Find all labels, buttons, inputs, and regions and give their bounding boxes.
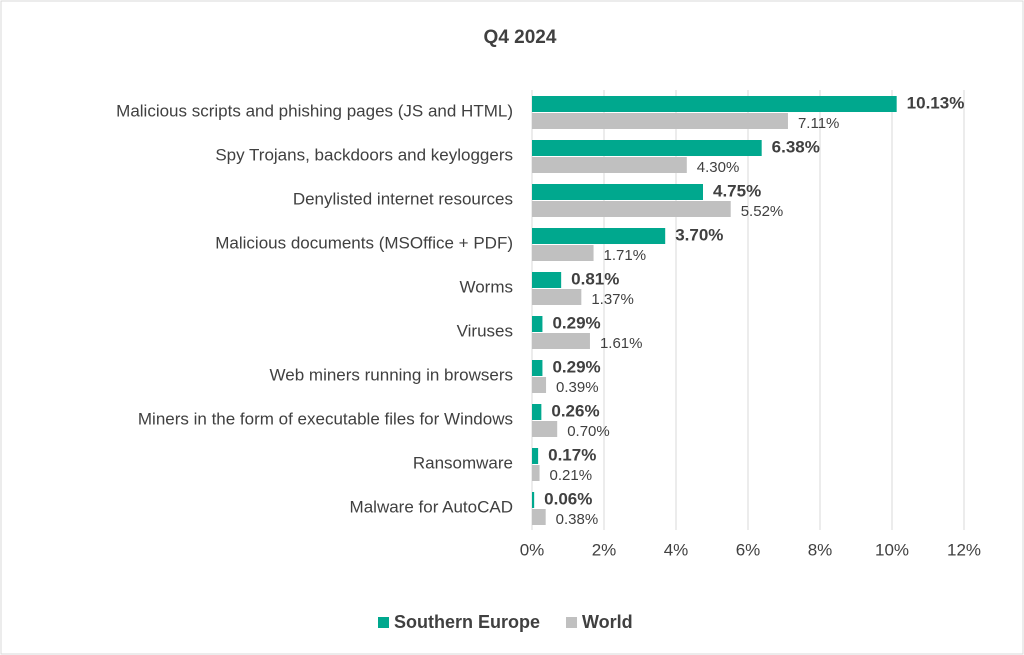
x-tick-label: 8%: [808, 540, 833, 559]
value-label: 1.61%: [600, 335, 643, 352]
y-tick-label: Spy Trojans, backdoors and keyloggers: [215, 145, 513, 164]
value-label: 6.38%: [772, 137, 820, 156]
bar: [532, 96, 897, 112]
value-label: 4.75%: [713, 181, 761, 200]
bar: [532, 421, 558, 437]
y-tick-label: Malware for AutoCAD: [350, 497, 513, 516]
x-tick-label: 6%: [736, 540, 761, 559]
bar: [532, 360, 543, 376]
bar: [532, 333, 590, 349]
bar: [532, 316, 543, 332]
legend-label: Southern Europe: [394, 612, 540, 632]
y-tick-label: Malicious scripts and phishing pages (JS…: [116, 101, 513, 120]
bar: [532, 448, 539, 464]
value-label: 0.81%: [571, 269, 619, 288]
chart-title: Q4 2024: [484, 27, 557, 48]
legend-swatch: [378, 617, 389, 628]
value-label: 0.06%: [544, 489, 592, 508]
value-label: 7.11%: [798, 115, 839, 132]
x-tick-label: 4%: [664, 540, 689, 559]
bar: [532, 272, 562, 288]
y-tick-label: Miners in the form of executable files f…: [138, 409, 513, 428]
value-label: 3.70%: [675, 225, 723, 244]
bar: [532, 509, 546, 525]
x-tick-label: 12%: [947, 540, 981, 559]
x-tick-label: 2%: [592, 540, 617, 559]
value-label: 0.26%: [551, 401, 599, 420]
value-label: 0.70%: [567, 423, 610, 440]
y-tick-label: Malicious documents (MSOffice + PDF): [215, 233, 513, 252]
bar: [532, 404, 542, 420]
value-label: 0.39%: [556, 379, 599, 396]
bar: [532, 157, 687, 173]
y-tick-label: Worms: [459, 277, 513, 296]
value-label: 5.52%: [741, 203, 784, 220]
x-tick-label: 0%: [520, 540, 545, 559]
bar: [532, 228, 666, 244]
legend-label: World: [582, 612, 633, 632]
value-label: 0.29%: [552, 357, 600, 376]
legend-swatch: [566, 617, 578, 628]
bar: [532, 377, 547, 393]
y-tick-label: Viruses: [457, 321, 513, 340]
bar: [532, 465, 540, 481]
value-label: 1.71%: [604, 247, 647, 264]
bar: [532, 140, 762, 156]
y-tick-label: Web miners running in browsers: [270, 365, 513, 384]
bar: [532, 113, 788, 129]
y-tick-label: Ransomware: [413, 453, 513, 472]
bar: [532, 201, 731, 217]
bar: [532, 245, 594, 261]
bar: [532, 492, 535, 508]
value-label: 10.13%: [907, 93, 965, 112]
value-label: 0.21%: [550, 467, 593, 484]
value-label: 1.37%: [591, 291, 634, 308]
value-label: 0.17%: [548, 445, 596, 464]
y-tick-label: Denylisted internet resources: [293, 189, 513, 208]
value-label: 0.29%: [552, 313, 600, 332]
bar: [532, 289, 582, 305]
value-label: 4.30%: [697, 159, 740, 176]
value-label: 0.38%: [556, 511, 599, 528]
x-tick-label: 10%: [875, 540, 909, 559]
bar: [532, 184, 703, 200]
